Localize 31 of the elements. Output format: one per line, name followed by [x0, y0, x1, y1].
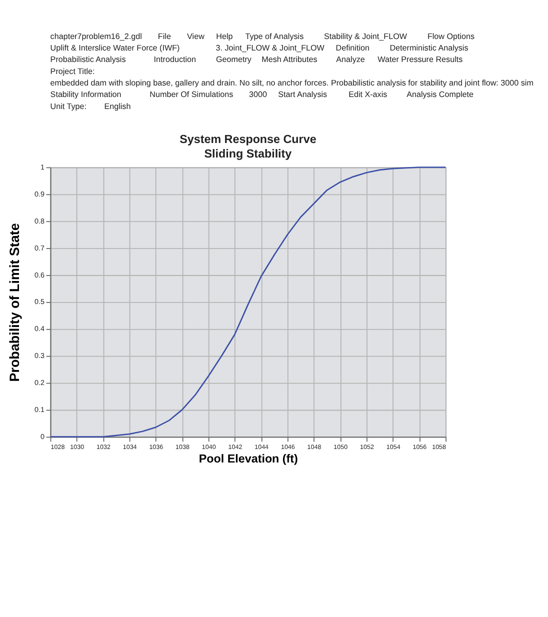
text: chapter7problem16_2.gdl: [50, 32, 142, 41]
text: Flow Options: [427, 32, 475, 41]
text: Probabilistic Analysis: [50, 55, 126, 64]
text: Edit X-axis: [348, 90, 388, 100]
text: Analyze: [336, 55, 366, 64]
text: 3. Joint_FLOW & Joint_FLOW: [216, 43, 325, 52]
text: Stability & Joint_FLOW: [324, 32, 408, 41]
text: Water Pressure Results: [378, 55, 463, 64]
text: Project Title:: [50, 66, 95, 76]
text: Help: [216, 32, 234, 41]
text: Definition: [336, 43, 370, 52]
text: Introduction: [154, 55, 196, 64]
text: Geometry: [216, 55, 252, 64]
text: View: [187, 32, 205, 41]
chart-subtitle: Sliding Stability: [204, 147, 292, 160]
text: 3000: [249, 90, 268, 100]
text: English: [104, 102, 131, 111]
text: Stability Information: [50, 90, 122, 100]
text: Deterministic Analysis: [390, 43, 468, 52]
text: Number Of Simulations: [150, 90, 234, 100]
text: Start Analysis: [278, 90, 328, 100]
text: Analysis Complete: [406, 90, 474, 100]
x-axis-title: Pool Elevation (ft): [198, 452, 298, 466]
text: Unit Type:: [50, 102, 87, 111]
text: Mesh Attributes: [262, 55, 318, 64]
text: embedded dam with sloping base, gallery and drain. No silt, no anchor forces. Probabilistic analysis for stability and joint flow: 3000 sim: [50, 78, 534, 88]
text: Uplift & Interslice Water Force (IWF): [50, 43, 180, 52]
y-axis-title: Probability of Limit State: [7, 222, 22, 382]
text: File: [158, 32, 172, 41]
text: Type of Analysis: [245, 32, 304, 41]
chart-title: System Response Curve: [180, 132, 317, 146]
